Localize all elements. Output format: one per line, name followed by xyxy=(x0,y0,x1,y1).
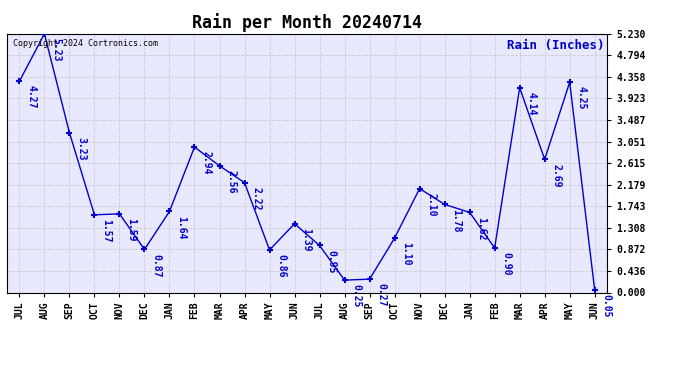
Text: 0.87: 0.87 xyxy=(151,254,161,277)
Text: 0.95: 0.95 xyxy=(326,250,337,273)
Text: 2.10: 2.10 xyxy=(426,193,437,216)
Text: 1.78: 1.78 xyxy=(451,209,462,232)
Text: 0.90: 0.90 xyxy=(502,252,511,276)
Text: 0.27: 0.27 xyxy=(377,283,386,307)
Text: 3.23: 3.23 xyxy=(77,137,86,160)
Text: 1.10: 1.10 xyxy=(402,242,411,266)
Text: 1.64: 1.64 xyxy=(177,216,186,239)
Text: Copyright 2024 Cortronics.com: Copyright 2024 Cortronics.com xyxy=(13,39,158,48)
Text: 0.86: 0.86 xyxy=(277,254,286,278)
Text: 4.14: 4.14 xyxy=(526,92,537,116)
Text: 1.39: 1.39 xyxy=(302,228,311,251)
Text: 2.69: 2.69 xyxy=(551,164,562,187)
Text: 2.22: 2.22 xyxy=(251,187,262,210)
Text: 2.94: 2.94 xyxy=(201,151,211,175)
Text: 2.56: 2.56 xyxy=(226,170,237,194)
Title: Rain per Month 20240714: Rain per Month 20240714 xyxy=(192,13,422,32)
Text: 1.59: 1.59 xyxy=(126,218,137,242)
Text: 1.57: 1.57 xyxy=(101,219,111,243)
Text: 5.23: 5.23 xyxy=(51,38,61,62)
Text: 1.62: 1.62 xyxy=(477,216,486,240)
Text: 4.27: 4.27 xyxy=(26,86,37,109)
Text: 4.25: 4.25 xyxy=(577,86,586,110)
Text: Rain (Inches): Rain (Inches) xyxy=(506,39,604,52)
Text: 0.05: 0.05 xyxy=(602,294,611,318)
Text: 0.25: 0.25 xyxy=(351,284,362,308)
